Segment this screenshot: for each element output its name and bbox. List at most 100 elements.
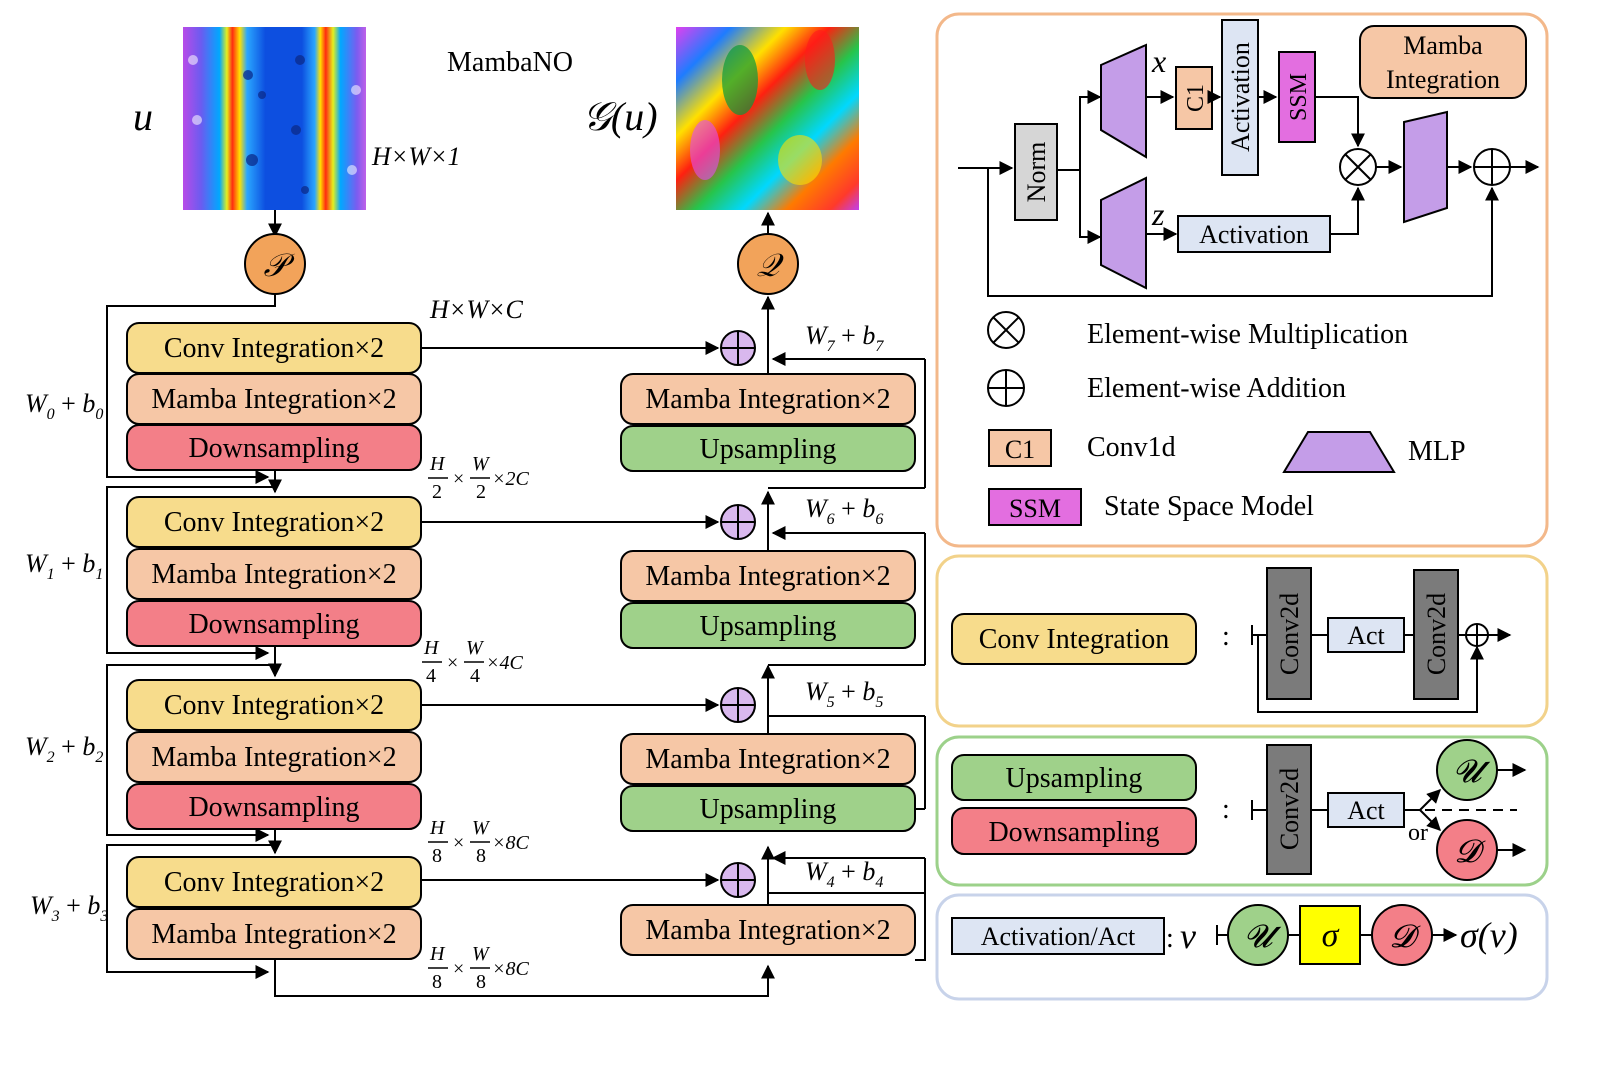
sampling-panel [935,735,1549,887]
encoder-conv-label-2: Conv Integration×2 [164,690,384,721]
act-label-conv: Act [1347,621,1385,650]
mamba-panel-title-box [1359,25,1527,99]
dec-skip-w-4: W4 + b4 [805,857,883,891]
output-symbol: 𝒢(u) [582,94,657,139]
dims-level-3: H 8 × W 8 ×8C [429,817,529,867]
conv-integration-panel [935,554,1549,728]
mlp-x-icon [1100,43,1147,159]
mlp-z-icon [1100,176,1147,290]
z-label: z [1151,196,1165,232]
sigma-label: σ [1322,917,1340,954]
mamba-panel-title-2: Integration [1386,65,1500,94]
encoder-mamba-label-3: Mamba Integration×2 [151,919,396,950]
output-field-image [676,27,859,210]
decoder-up-label-0: Upsampling [700,434,837,465]
decoder-upsampling-0 [620,425,916,472]
ssm-block [1278,51,1316,143]
encoder-conv-integration-3 [126,856,422,908]
legend-ssm-text: State Space Model [1104,491,1314,522]
decoder-mamba-label-0: Mamba Integration×2 [645,384,890,415]
mamba-panel-title: Mamba [1403,31,1483,60]
activation-panel-label-box [951,917,1165,955]
legend-mlp-text: MLP [1408,436,1466,467]
activation-panel [935,893,1549,1001]
mamba-integration-panel [935,12,1549,548]
c1-label: C1 [1183,84,1209,112]
conv2d-block-2 [1413,569,1459,700]
ssm-label: SSM [1286,73,1312,121]
encoder-mamba-label-1: Mamba Integration×2 [151,559,396,590]
dims-level-2: H 4 × W 4 ×4C [423,637,523,687]
sampling-panel-colon: : [1222,794,1230,825]
decoder-mamba-label-3: Mamba Integration×2 [645,915,890,946]
sampling-panel-up-box [951,754,1197,801]
conv2d-label-2: Conv2d [1422,593,1451,675]
norm-block [1014,123,1058,221]
dec-skip-w-7: W7 + b7 [805,321,884,355]
act-block-sampling [1327,792,1405,828]
encoder-conv-label-3: Conv Integration×2 [164,867,384,898]
legend-mlp-icon [1282,431,1396,473]
dims-level-4: H 8 × W 8 ×8C [429,943,529,993]
conv2d-label-1: Conv2d [1275,593,1304,675]
legend-c1-box [988,429,1052,467]
encoder-mamba-integration-1 [126,548,422,600]
legend-c1-label: C1 [1005,435,1035,464]
decoder-mamba-integration-0 [620,373,916,425]
decoder-mamba-label-1: Mamba Integration×2 [645,561,890,592]
activation-result: σ(v) [1460,915,1518,955]
encoder-mamba-integration-2 [126,731,422,783]
skip-w-0: W0 + b0 [25,389,103,423]
activation-z-block [1177,215,1331,253]
encoder-conv-label-0: Conv Integration×2 [164,333,384,364]
input-field-image [183,27,366,210]
decoder-up-label-1: Upsampling [700,611,837,642]
sampling-or: or [1408,820,1428,846]
activation-x-label: Activation [1226,42,1255,152]
encoder-down-label-1: Downsampling [188,609,359,640]
legend-c1-text: Conv1d [1087,432,1176,463]
diagram-title: MambaNO [447,47,573,78]
skip-w-3: W3 + b3 [30,891,108,925]
sampling-panel-up-label: Upsampling [1006,763,1143,794]
dec-skip-w-6: W6 + b6 [805,494,883,528]
conv2d-block-1 [1266,567,1312,700]
encoder-mamba-label-2: Mamba Integration×2 [151,742,396,773]
act-label-sampling: Act [1347,796,1385,825]
legend-ssm-label: SSM [1009,494,1061,523]
dec-skip-w-5: W5 + b5 [805,677,883,711]
decoder-mamba-label-2: Mamba Integration×2 [645,744,890,775]
top-dims: H×W×C [429,295,524,324]
input-dims: H×W×1 [371,142,461,171]
legend-ssm-box [988,488,1082,526]
activation-panel-v: v [1180,916,1196,956]
x-label: x [1151,43,1166,79]
input-symbol: u [133,94,153,139]
activation-panel-label: Activation/Act [981,922,1136,951]
c1-block [1175,66,1213,130]
conv-panel-label: Conv Integration [979,624,1170,655]
dims-level-1: H 2 × W 2 ×2C [429,453,529,503]
sampling-panel-down-box [951,807,1197,855]
encoder-down-label-2: Downsampling [188,792,359,823]
activation-panel-colon: : [1166,923,1174,954]
sigma-block [1299,905,1361,965]
encoder-down-label-0: Downsampling [188,433,359,464]
skip-w-2: W2 + b2 [25,732,103,766]
conv2d-block-sampling [1266,744,1312,875]
legend-multiply-text: Element-wise Multiplication [1087,319,1408,350]
activation-z-label: Activation [1199,220,1309,249]
encoder-conv-label-1: Conv Integration×2 [164,507,384,538]
act-block-conv [1327,617,1405,653]
decoder-upsampling-1 [620,602,916,649]
norm-label: Norm [1022,142,1051,203]
conv-panel-colon: : [1222,621,1230,652]
legend-add-text: Element-wise Addition [1087,373,1346,404]
encoder-mamba-label-0: Mamba Integration×2 [151,384,396,415]
conv2d-label-sampling: Conv2d [1275,768,1304,850]
skip-w-1: W1 + b1 [25,549,103,583]
decoder-up-label-2: Upsampling [700,794,837,825]
mlp-out-icon [1403,110,1448,224]
sampling-panel-down-label: Downsampling [988,817,1159,848]
